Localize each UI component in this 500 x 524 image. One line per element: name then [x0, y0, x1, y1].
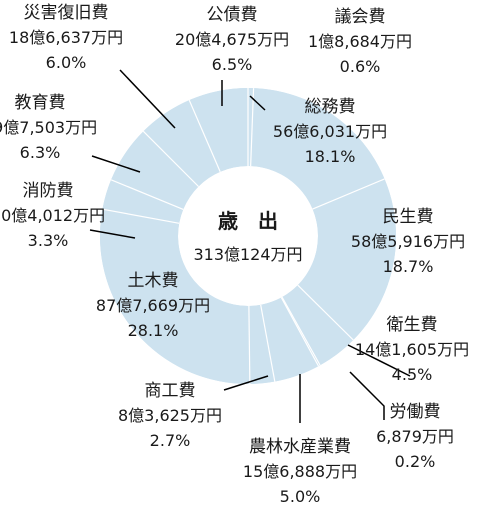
leader-line	[349, 371, 385, 420]
center-title: 歳 出	[218, 209, 278, 233]
slice-amount: 10億4,012万円	[0, 206, 105, 225]
slice-divider	[281, 296, 321, 366]
slice-category: 消防費	[23, 181, 74, 201]
slice-percent: 0.2%	[395, 452, 436, 471]
slice-label: 民生費 58億5,916万円 18.7%	[351, 207, 465, 276]
slice-category: 災害復旧費	[24, 3, 109, 23]
leader-line	[91, 155, 141, 173]
slice-percent: 28.1%	[128, 321, 179, 340]
slice-11	[143, 100, 221, 187]
slice-label: 労働費 6,879万円 0.2%	[376, 402, 454, 471]
slice-dividers	[102, 88, 385, 384]
leader-lines	[89, 69, 411, 423]
slice-divider	[297, 284, 354, 341]
slice-amount: 1億8,684万円	[308, 32, 412, 51]
slice-6	[260, 297, 319, 382]
slice-category: 衛生費	[387, 315, 438, 335]
slice-label: 農林水産業費 15億6,888万円 5.0%	[243, 437, 357, 506]
slice-divider	[188, 99, 221, 172]
slice-category: 民生費	[383, 207, 434, 227]
slice-amount: 14億1,605万円	[355, 340, 469, 359]
slice-divider	[312, 178, 385, 210]
slice-amount: 19億7,503万円	[0, 118, 97, 137]
slice-percent: 18.1%	[305, 147, 356, 166]
slice-label: 衛生費 14億1,605万円 4.5%	[355, 315, 469, 384]
slice-divider	[248, 305, 251, 384]
slice-8	[99, 209, 250, 384]
center-total: 313億124万円	[193, 245, 302, 264]
slice-divider	[250, 88, 255, 167]
slice-label: 総務費 56億6,031万円 18.1%	[273, 97, 387, 166]
slice-percent: 0.6%	[340, 57, 381, 76]
slice-percent: 6.5%	[212, 55, 253, 74]
slice-category: 公債費	[207, 5, 258, 25]
slice-percent: 6.3%	[20, 143, 61, 162]
slice-percent: 4.5%	[392, 365, 433, 384]
slice-label: 商工費 8億3,625万円 2.7%	[118, 381, 222, 450]
slice-1	[248, 88, 254, 167]
slice-amount: 56億6,031万円	[273, 122, 387, 141]
slice-percent: 6.0%	[46, 53, 87, 72]
slice-divider	[102, 208, 180, 224]
slice-label: 公債費 20億4,675万円 6.5%	[175, 5, 289, 74]
leader-line	[347, 344, 411, 377]
leader-line	[89, 229, 136, 239]
slice-category: 総務費	[305, 97, 356, 117]
slice-percent: 18.7%	[383, 257, 434, 276]
slice-divider	[280, 297, 320, 367]
slice-category: 農林水産業費	[249, 437, 351, 457]
slice-3	[297, 178, 396, 340]
slice-amount: 58億5,916万円	[351, 232, 465, 251]
slice-amount: 15億6,888万円	[243, 462, 357, 481]
slice-label: 災害復旧費 18億6,637万円 6.0%	[9, 3, 123, 72]
slice-amount: 8億3,625万円	[118, 406, 222, 425]
slice-label: 土木費 87億7,669万円 28.1%	[96, 271, 210, 340]
slice-category: 労働費	[390, 402, 441, 422]
slice-label: 教育費 19億7,503万円 6.3%	[0, 93, 97, 162]
slice-divider	[260, 304, 276, 382]
slice-percent: 5.0%	[280, 487, 321, 506]
slice-category: 土木費	[128, 271, 179, 291]
slice-7	[248, 304, 275, 384]
slice-amount: 18億6,637万円	[9, 28, 123, 47]
slice-category: 議会費	[335, 7, 386, 27]
slice-category: 教育費	[15, 93, 66, 113]
center-label: 歳 出 313億124万円	[193, 209, 302, 264]
slice-percent: 3.3%	[28, 231, 69, 250]
slice-2	[250, 88, 385, 210]
slice-amount: 87億7,669万円	[96, 296, 210, 315]
slice-amount: 20億4,675万円	[175, 30, 289, 49]
slice-amount: 6,879万円	[376, 427, 454, 446]
leader-line	[223, 375, 269, 391]
slice-divider	[142, 130, 199, 187]
leader-line	[119, 69, 176, 129]
leader-line	[249, 95, 266, 111]
donut-ring	[99, 88, 396, 384]
slice-labels: 議会費 1億8,684万円 0.6% 総務費 56億6,031万円 18.1% 民生費 58億…	[0, 3, 469, 506]
slice-label: 消防費 10億4,012万円 3.3%	[0, 181, 105, 250]
slice-divider	[110, 179, 184, 210]
slice-4	[282, 285, 354, 366]
slice-percent: 2.7%	[150, 431, 191, 450]
slice-category: 商工費	[145, 381, 196, 401]
slice-12	[189, 88, 248, 172]
slice-label: 議会費 1億8,684万円 0.6%	[308, 7, 412, 76]
slice-10	[111, 131, 199, 210]
